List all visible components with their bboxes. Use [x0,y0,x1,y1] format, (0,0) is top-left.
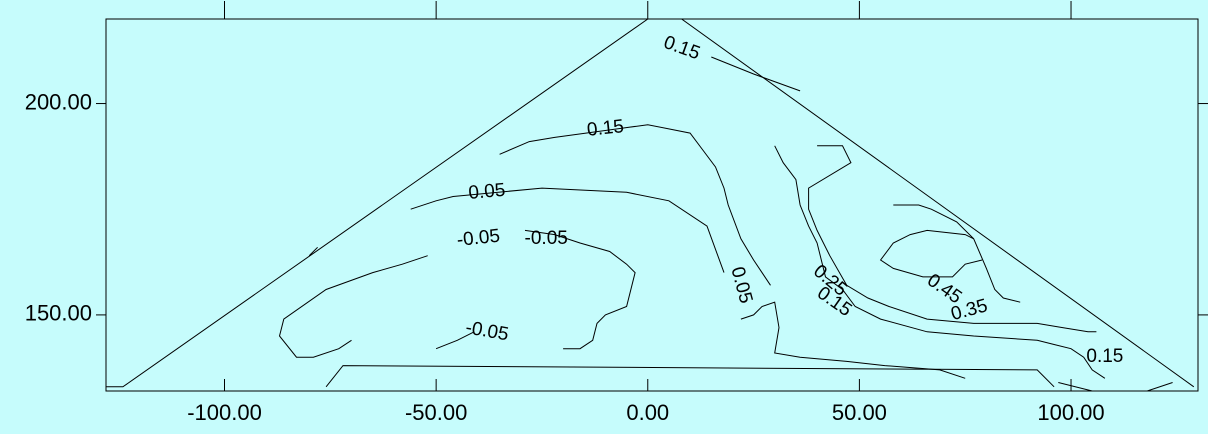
plot-frame [105,18,1199,392]
contour-label: 0.05 [726,265,756,306]
x-tick-label: -50.00 [405,400,467,425]
axis-ticks [96,1,1208,391]
contour-line [435,331,475,350]
contour-line [774,145,1106,379]
x-tick-label: 100.00 [1037,400,1104,425]
domain-outer-boundary [106,18,1195,388]
contour-line [278,255,428,358]
contour-label: 0.15 [1086,346,1123,367]
contour-line [879,229,983,278]
y-tick-label: 150.00 [25,301,92,326]
contour-line [711,56,801,92]
contour-line [410,187,725,273]
x-tick-label: 50.00 [832,400,887,425]
contour-labels: 0.150.150.050.05-0.05 -0.05-0.050.150.250… [456,32,1124,367]
contour-line [1058,382,1173,392]
contour-lines [278,56,1173,392]
x-tick-label: 0.00 [626,400,669,425]
contour-label: 0.05 [468,180,507,204]
domain-inner-base [325,365,1055,388]
axis-tick-labels: -100.00 -50.00 0.00 50.00 100.00 150.00 200.00 [25,89,1105,425]
contour-line [808,145,1097,333]
contour-label: -0.05 [464,317,510,345]
y-tick-label: 200.00 [25,89,92,114]
contour-line [308,246,318,257]
contour-line [740,301,966,379]
contour-label: -0.05 [525,228,568,249]
contour-line [524,229,636,350]
x-tick-label: -100.00 [187,400,262,425]
contour-label: 0.15 [661,32,703,64]
contour-label: -0.05 [456,226,501,251]
boundary-outline [106,18,1195,388]
contour-line [499,124,771,286]
contour-label: 0.15 [586,116,625,141]
